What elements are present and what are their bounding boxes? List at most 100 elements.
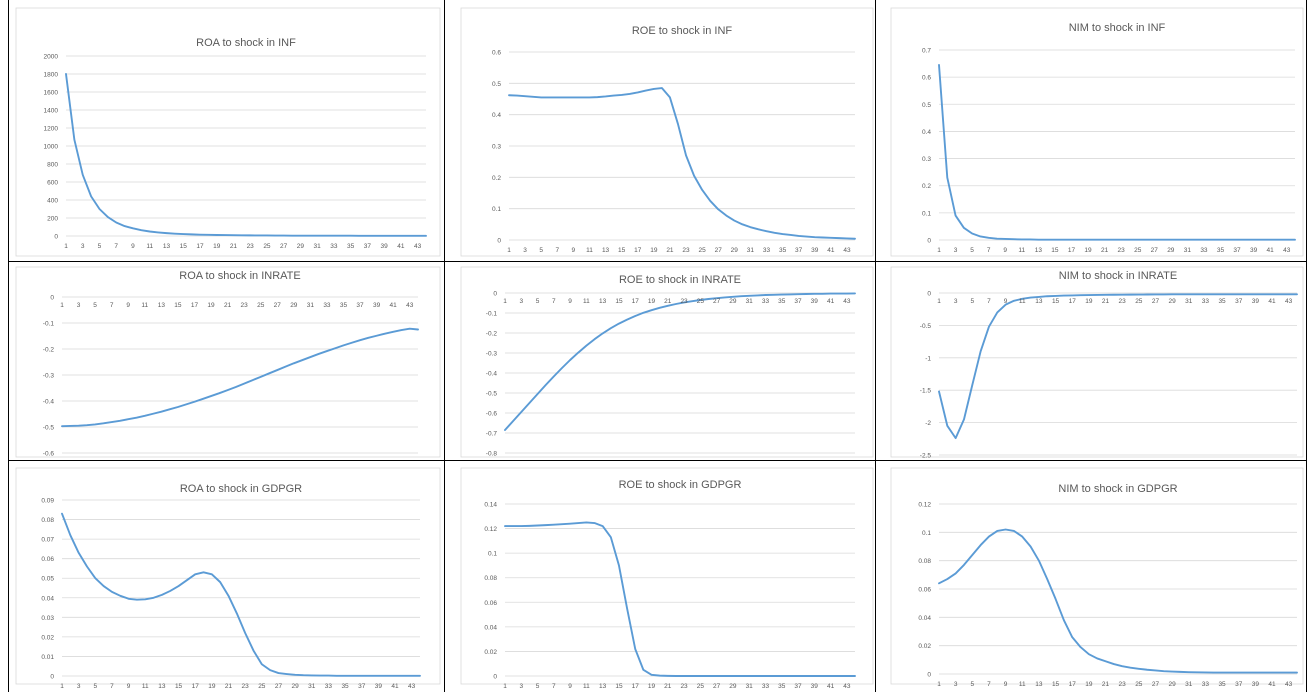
series-line	[65, 73, 427, 237]
x-tick-label: 37	[794, 683, 802, 688]
x-tick-label: 31	[307, 302, 315, 309]
x-tick-label: 17	[632, 683, 640, 688]
x-tick-label: 43	[843, 298, 851, 305]
line-chart: ROA to shock in INRATE 0 -0.1 -0.2 -0.3 -0.4 -…	[15, 266, 441, 458]
x-tick-label: 7	[987, 247, 991, 254]
line-chart: ROE to shock in GDPGR 0 0.02 0.04 0.06 0.08 0.…	[460, 467, 874, 688]
chart-title: ROA to shock in INRATE	[179, 270, 300, 282]
series-line	[61, 327, 419, 428]
chart-panel: NIM to shock in GDPGR 0 0.02 0.04 0.06 0.08 0.…	[887, 464, 1309, 688]
y-tick-label: -0.5	[43, 425, 55, 432]
x-tick-label: 31	[746, 298, 754, 305]
chart-panel: NIM to shock in INRATE 0 -0.5 -1 -1.5 -2 -2.5 1…	[887, 263, 1309, 461]
x-tick-label: 41	[827, 247, 835, 254]
series-line	[938, 528, 1298, 674]
x-tick-label: 15	[1051, 247, 1059, 254]
x-tick-label: 29	[1167, 247, 1175, 254]
x-tick-label: 41	[390, 302, 398, 309]
chart-area-frame	[890, 266, 1304, 458]
y-tick-label: -0.2	[486, 331, 498, 338]
x-tick-label: 39	[381, 243, 389, 250]
x-tick-label: 13	[599, 298, 607, 305]
x-tick-label: 3	[519, 683, 523, 688]
y-tick-label: 600	[47, 180, 58, 187]
y-tick-label: 0.1	[488, 551, 497, 558]
y-tick-label: 0	[54, 234, 58, 241]
x-tick-label: 11	[142, 683, 149, 688]
x-tick-label: 5	[93, 683, 97, 688]
chart-panel: ROE to shock in GDPGR 0 0.02 0.04 0.06 0.08 0.…	[457, 464, 879, 688]
y-tick-label: 0.05	[41, 576, 54, 583]
y-tick-label: 0.2	[922, 183, 931, 190]
x-tick-label: 3	[954, 681, 958, 688]
x-tick-label: 43	[843, 683, 851, 688]
x-tick-label: 21	[664, 298, 672, 305]
y-tick-label: 0.5	[922, 102, 931, 109]
x-tick-label: 29	[291, 683, 299, 688]
x-tick-label: 37	[356, 302, 364, 309]
x-tick-label: 41	[827, 683, 835, 688]
y-tick-label: 1800	[44, 72, 59, 79]
y-tick-label: 0.1	[922, 530, 931, 537]
x-tick-label: 39	[1250, 247, 1258, 254]
x-tick-label: 43	[1285, 298, 1293, 305]
chart-area-frame	[460, 266, 874, 458]
x-tick-label: 13	[602, 247, 610, 254]
x-tick-label: 1	[507, 247, 511, 254]
x-tick-label: 37	[1235, 681, 1243, 688]
x-tick-label: 27	[715, 247, 723, 254]
x-tick-label: 43	[843, 247, 851, 254]
x-tick-label: 27	[1152, 298, 1160, 305]
x-tick-label: 19	[213, 243, 221, 250]
series-line	[938, 293, 1298, 440]
x-tick-label: 39	[811, 298, 819, 305]
x-tick-label: 17	[632, 298, 640, 305]
chart-panel: ROA to shock in INRATE 0 -0.1 -0.2 -0.3 -0.4 -…	[12, 263, 446, 461]
y-tick-label: -0.3	[43, 373, 55, 380]
chart-panel: ROA to shock in INF 0 200 400 600 800 1000 1200…	[12, 4, 446, 260]
y-tick-label: 0.4	[492, 112, 501, 119]
y-tick-label: 0.02	[484, 649, 497, 656]
y-tick-label: 0.4	[922, 129, 931, 136]
y-tick-label: 0.06	[918, 587, 931, 594]
x-tick-label: 39	[373, 302, 381, 309]
chart-title: ROE to shock in GDPGR	[619, 479, 742, 491]
y-tick-label: -2.5	[920, 453, 932, 460]
x-tick-label: 23	[1119, 681, 1127, 688]
y-tick-label: 0.6	[492, 50, 501, 57]
x-tick-label: 11	[146, 243, 153, 250]
y-tick-label: 0.12	[484, 526, 497, 533]
x-tick-label: 43	[406, 302, 414, 309]
cell-border	[1306, 0, 1308, 692]
x-tick-label: 3	[954, 298, 958, 305]
y-tick-label: -0.5	[920, 323, 932, 330]
x-tick-label: 1	[937, 681, 941, 688]
x-tick-label: 31	[308, 683, 316, 688]
x-tick-label: 7	[110, 302, 114, 309]
y-tick-label: 0.08	[918, 558, 931, 565]
x-tick-label: 9	[568, 683, 572, 688]
x-tick-label: 5	[536, 298, 540, 305]
x-tick-label: 27	[713, 683, 721, 688]
x-tick-label: 7	[552, 298, 556, 305]
chart-panel: ROE to shock in INRATE 0 -0.1 -0.2 -0.3 -0.4 -…	[457, 263, 879, 461]
x-tick-label: 17	[1069, 298, 1077, 305]
x-tick-label: 23	[242, 683, 250, 688]
y-tick-label: 0	[927, 291, 931, 298]
x-tick-label: 37	[358, 683, 366, 688]
y-tick-label: 0.07	[41, 537, 54, 544]
chart-area-frame	[15, 7, 441, 257]
y-tick-label: -0.1	[43, 321, 55, 328]
y-tick-label: 0.04	[484, 624, 497, 631]
y-tick-label: 1000	[44, 144, 59, 151]
x-tick-label: 17	[196, 243, 204, 250]
y-tick-label: -0.1	[486, 311, 498, 318]
y-tick-label: 0	[497, 238, 501, 245]
x-tick-label: 41	[1267, 247, 1275, 254]
x-tick-label: 27	[713, 298, 721, 305]
x-tick-label: 15	[175, 683, 183, 688]
y-tick-label: 400	[47, 198, 58, 205]
x-tick-label: 3	[77, 302, 81, 309]
series-line	[508, 87, 856, 240]
